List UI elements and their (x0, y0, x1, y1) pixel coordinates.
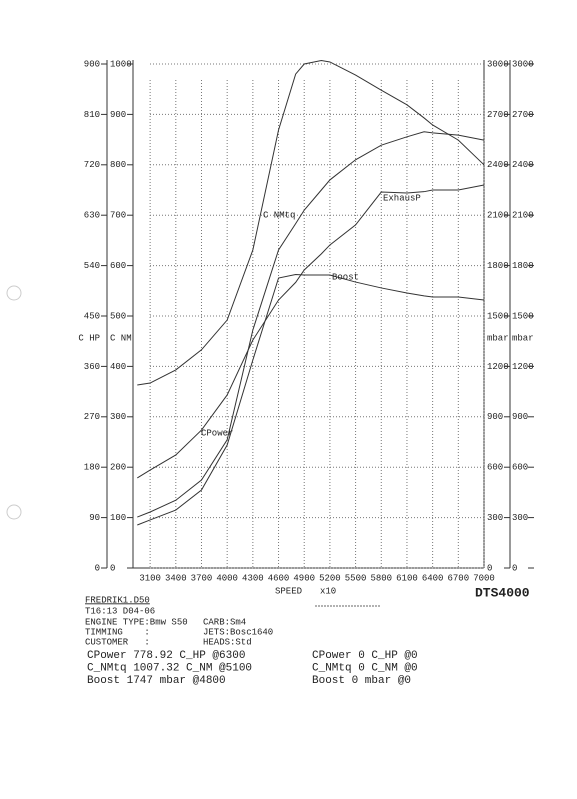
result-text: CPower 778.92 C_HP @6300 (87, 650, 245, 662)
y-tick-label: 2700 (487, 110, 509, 120)
y-tick-label: 1800 (512, 261, 534, 271)
x-tick-label: 5800 (370, 573, 392, 583)
y-tick-label: 900 (487, 412, 503, 422)
info-text: TIMMING : (85, 627, 150, 637)
y-tick-label: 900 (84, 59, 100, 69)
info-text: CARB:Sm4 (203, 617, 246, 627)
y-tick-label: 450 (84, 311, 100, 321)
series-line (137, 131, 485, 518)
x-axis-unit: x10 (320, 586, 336, 596)
x-tick-label: 4300 (242, 573, 264, 583)
y-tick-label: 1500 (512, 311, 534, 321)
x-tick-label: 5500 (345, 573, 367, 583)
x-tick-label: 7000 (473, 573, 495, 583)
series-line (137, 274, 485, 526)
x-tick-label: 4000 (216, 573, 238, 583)
y-tick-label: 0 (110, 563, 115, 573)
y-tick-label: 200 (110, 463, 126, 473)
series-label: Boost (332, 272, 359, 282)
y-axis-label: C HP (78, 333, 100, 343)
y-tick-label: 600 (512, 463, 528, 473)
result-text: CPower 0 C_HP @0 (312, 650, 418, 662)
y-tick-label: 900 (512, 412, 528, 422)
y-tick-label: 180 (84, 463, 100, 473)
y-tick-label: 2700 (512, 110, 534, 120)
result-text: C_NMtq 0 C_NM @0 (312, 662, 418, 674)
series-line (137, 59, 485, 386)
series-label: CPower (201, 428, 233, 438)
y-tick-label: 2400 (487, 160, 509, 170)
info-text: JETS:Bosc1640 (203, 627, 273, 637)
series-label: C NMtq (263, 210, 295, 220)
info-text: HEADS:Std (203, 637, 252, 647)
y-tick-label: 700 (110, 211, 126, 221)
punch-hole (6, 285, 22, 301)
x-tick-label: 4900 (293, 573, 315, 583)
result-text: Boost 0 mbar @0 (312, 675, 411, 687)
y-tick-label: 100 (110, 513, 126, 523)
x-tick-label: 3100 (139, 573, 161, 583)
y-tick-label: 1200 (487, 362, 509, 372)
result-text: Boost 1747 mbar @4800 (87, 675, 226, 687)
y-tick-label: 2100 (487, 211, 509, 221)
y-tick-label: 720 (84, 160, 100, 170)
y-tick-label: 600 (487, 463, 503, 473)
y-tick-label: 600 (110, 261, 126, 271)
series-line (137, 184, 485, 479)
x-tick-label: 5200 (319, 573, 341, 583)
run-time: T16:13 D04-06 (85, 606, 155, 616)
y-axis-label: mbar (512, 333, 534, 343)
x-tick-label: 3400 (165, 573, 187, 583)
y-tick-label: 1000 (110, 59, 132, 69)
y-tick-label: 400 (110, 362, 126, 372)
series-label: ExhausP (383, 193, 421, 203)
y-tick-label: 270 (84, 412, 100, 422)
y-tick-label: 630 (84, 211, 100, 221)
brand: DTS4000 (475, 585, 530, 600)
info-text: CUSTOMER : (85, 637, 150, 647)
y-axis-label: mbar (487, 333, 509, 343)
y-tick-label: 540 (84, 261, 100, 271)
y-tick-label: 2400 (512, 160, 534, 170)
y-tick-label: 1200 (512, 362, 534, 372)
y-tick-label: 300 (110, 412, 126, 422)
y-tick-label: 810 (84, 110, 100, 120)
x-tick-label: 6400 (422, 573, 444, 583)
y-tick-label: 0 (512, 563, 517, 573)
y-tick-label: 0 (95, 563, 100, 573)
y-tick-label: 1500 (487, 311, 509, 321)
punch-hole (6, 504, 22, 520)
y-tick-label: 500 (110, 311, 126, 321)
result-text: C_NMtq 1007.32 C_NM @5100 (87, 662, 252, 674)
info-text: ENGINE TYPE:Bmw S50 (85, 617, 188, 627)
file-name: FREDRIK1.D50 (85, 595, 150, 605)
y-tick-label: 800 (110, 160, 126, 170)
y-tick-label: 3000 (487, 59, 509, 69)
y-tick-label: 90 (89, 513, 100, 523)
y-axis-label: C NM (110, 333, 132, 343)
y-tick-label: 2100 (512, 211, 534, 221)
y-tick-label: 360 (84, 362, 100, 372)
x-tick-label: 6700 (448, 573, 470, 583)
y-tick-label: 3000 (512, 59, 534, 69)
x-axis-label: SPEED (275, 586, 302, 596)
y-tick-label: 0 (487, 563, 492, 573)
y-tick-label: 900 (110, 110, 126, 120)
y-tick-label: 300 (512, 513, 528, 523)
x-tick-label: 3700 (191, 573, 213, 583)
y-tick-label: 1800 (487, 261, 509, 271)
x-tick-label: 4600 (268, 573, 290, 583)
x-tick-label: 6100 (396, 573, 418, 583)
y-tick-label: 300 (487, 513, 503, 523)
